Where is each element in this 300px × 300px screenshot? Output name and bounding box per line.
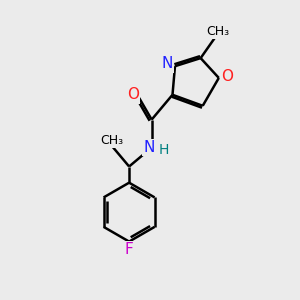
Text: H: H (159, 143, 169, 157)
Text: O: O (127, 88, 139, 103)
Text: O: O (221, 69, 233, 84)
Text: CH₃: CH₃ (206, 25, 229, 38)
Text: N: N (161, 56, 172, 71)
Text: CH₃: CH₃ (100, 134, 123, 147)
Text: N: N (143, 140, 154, 155)
Text: F: F (125, 242, 134, 257)
